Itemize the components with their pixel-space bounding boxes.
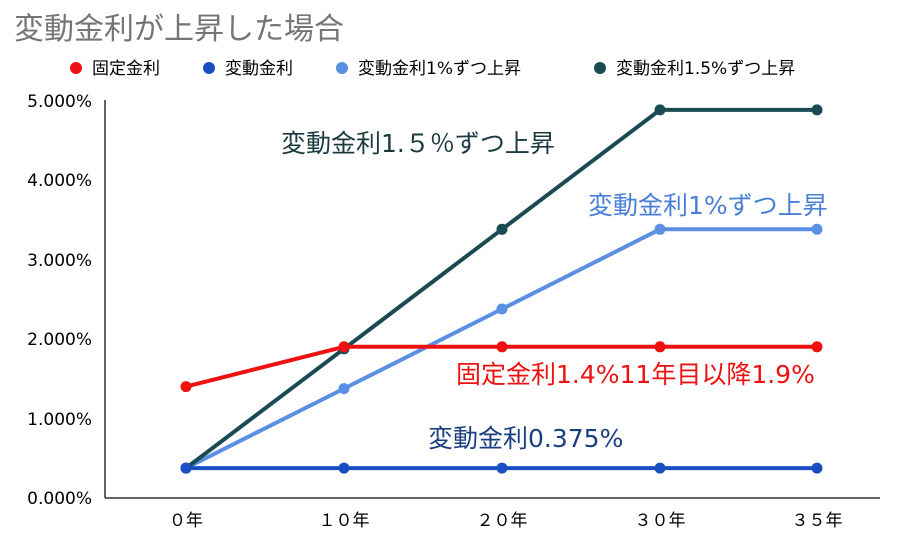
data-point-series-2 — [338, 383, 350, 395]
chart-title: 変動金利が上昇した場合 — [14, 12, 344, 47]
legend-label-2: 変動金利1%ずつ上昇 — [358, 59, 521, 79]
data-point-series-3 — [811, 104, 823, 116]
y-tick-label: 1.000% — [27, 410, 92, 430]
series-line-3 — [184, 107, 817, 470]
legend: 固定金利 変動金利 変動金利1%ずつ上昇 変動金利1.5%ずつ上昇 — [70, 59, 795, 79]
legend-label-0: 固定金利 — [92, 59, 160, 79]
legend-label-3: 変動金利1.5%ずつ上昇 — [616, 59, 795, 79]
data-point-series-1 — [180, 462, 192, 474]
data-point-series-2 — [496, 303, 508, 315]
y-tick-label: 4.000% — [27, 171, 92, 191]
legend-label-1: 変動金利 — [225, 59, 293, 79]
x-tick-label: ３０年 — [635, 511, 686, 531]
y-tick-label: 2.000% — [27, 330, 92, 350]
annotation-variable: 変動金利0.375% — [428, 424, 623, 453]
annotation-fixed: 固定金利1.4%11年目以降1.9% — [456, 360, 815, 389]
annotation-1pct: 変動金利1%ずつ上昇 — [588, 191, 828, 220]
legend-marker-0 — [70, 62, 82, 74]
data-point-series-3 — [496, 223, 508, 235]
series-layer — [180, 104, 823, 474]
x-ticks: ０年 １０年 ２０年 ３０年 ３５年 — [169, 511, 843, 531]
annotations: 変動金利1.５％ずつ上昇 変動金利1%ずつ上昇 固定金利1.4%11年目以降1.… — [281, 129, 828, 453]
data-point-series-0 — [496, 341, 508, 353]
y-tick-label: 3.000% — [27, 251, 92, 271]
x-tick-label: ０年 — [169, 511, 203, 531]
data-point-series-1 — [654, 462, 666, 474]
data-point-series-1 — [338, 462, 350, 474]
x-tick-label: ２０年 — [477, 511, 528, 531]
y-tick-label: 5.000% — [27, 92, 92, 112]
legend-marker-3 — [594, 62, 606, 74]
y-tick-label: 0.000% — [27, 489, 92, 509]
data-point-series-1 — [811, 462, 823, 474]
data-point-series-2 — [654, 223, 666, 235]
data-point-series-1 — [496, 462, 508, 474]
legend-marker-2 — [336, 62, 348, 74]
data-point-series-0 — [338, 341, 350, 353]
data-point-series-2 — [811, 223, 823, 235]
data-point-series-0 — [811, 341, 823, 353]
data-point-series-0 — [654, 341, 666, 353]
y-ticks: 0.000% 1.000% 2.000% 3.000% 4.000% 5.000… — [27, 92, 92, 509]
x-tick-label: １０年 — [319, 511, 370, 531]
legend-marker-1 — [203, 62, 215, 74]
data-point-series-0 — [180, 381, 192, 393]
annotation-1-5pct: 変動金利1.５％ずつ上昇 — [281, 129, 555, 158]
x-tick-label: ３５年 — [792, 511, 843, 531]
data-point-series-3 — [654, 104, 666, 116]
